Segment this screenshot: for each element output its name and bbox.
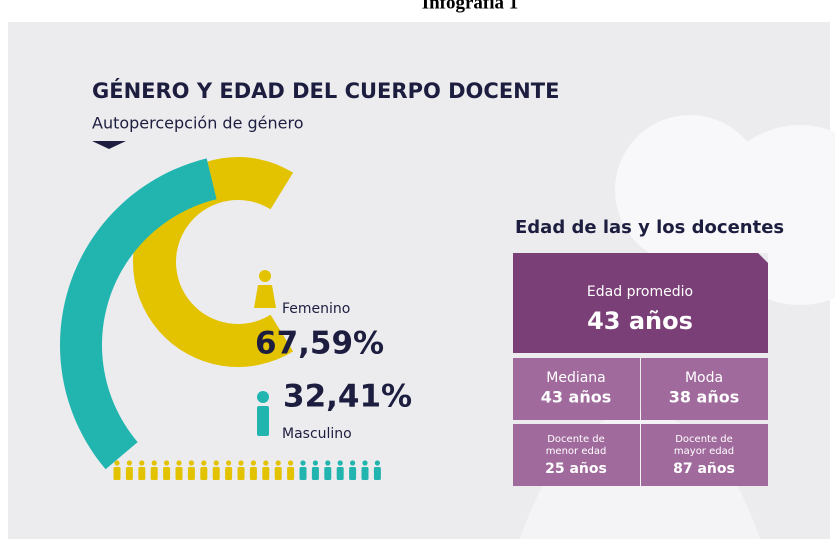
subtitle: Autopercepción de género bbox=[92, 114, 304, 133]
title: GÉNERO Y EDAD DEL CUERPO DOCENTE bbox=[92, 78, 559, 103]
cell-label: Docente de mayor edad bbox=[674, 434, 734, 457]
gender-label: Femenino bbox=[282, 301, 350, 317]
person-icon bbox=[287, 467, 295, 480]
age-cell bbox=[513, 424, 640, 486]
main-label: Edad promedio bbox=[587, 284, 693, 300]
person-icon bbox=[263, 460, 269, 466]
gender-value: 32,41% bbox=[283, 379, 412, 415]
person-icon bbox=[337, 460, 343, 466]
age-cell bbox=[641, 358, 768, 420]
person-icon bbox=[262, 467, 270, 480]
person-icon bbox=[374, 460, 380, 466]
person-icon bbox=[139, 460, 145, 466]
person-icon bbox=[200, 467, 208, 480]
person-icon bbox=[150, 467, 158, 480]
person-icon bbox=[300, 460, 306, 466]
person-icon bbox=[275, 460, 281, 466]
age-cell bbox=[513, 358, 640, 420]
person-icon bbox=[126, 460, 132, 466]
person-icon bbox=[151, 460, 157, 466]
person-icon bbox=[311, 467, 319, 480]
person-icon bbox=[125, 467, 133, 480]
age-heading: Edad de las y los docentes bbox=[515, 217, 784, 238]
cell-value: 25 años bbox=[545, 461, 607, 477]
cell-label: Moda bbox=[685, 370, 723, 386]
person-icon bbox=[237, 467, 245, 480]
person-icon bbox=[349, 467, 357, 480]
chevron bbox=[92, 141, 126, 149]
person-icon bbox=[249, 467, 257, 480]
person-icon bbox=[336, 467, 344, 480]
person-icon bbox=[225, 467, 233, 480]
main-box bbox=[513, 253, 768, 353]
person-icon bbox=[362, 460, 368, 466]
person-icon bbox=[201, 460, 207, 466]
person-icon bbox=[138, 467, 146, 480]
person-icon bbox=[226, 460, 232, 466]
person-icon bbox=[325, 460, 331, 466]
gender-arc bbox=[59, 158, 217, 470]
person-icon bbox=[299, 467, 307, 480]
cell-value: 87 años bbox=[673, 461, 735, 477]
person-icon bbox=[288, 460, 294, 466]
person-icon bbox=[175, 467, 183, 480]
person-icon bbox=[113, 467, 121, 480]
person-icon bbox=[250, 460, 256, 466]
cell-value: 43 años bbox=[541, 388, 612, 407]
person-icon bbox=[163, 467, 171, 480]
corner-fold bbox=[758, 253, 768, 263]
person-icon bbox=[213, 460, 219, 466]
male-icon bbox=[257, 391, 269, 436]
person-icon bbox=[212, 467, 220, 480]
person-icon bbox=[176, 460, 182, 466]
person-icon bbox=[187, 467, 195, 480]
person-icon bbox=[350, 460, 356, 466]
cell-value: 38 años bbox=[669, 388, 740, 407]
person-icon bbox=[114, 460, 120, 466]
female-icon bbox=[254, 270, 276, 308]
main-value: 43 años bbox=[587, 307, 693, 335]
cell-label: Docente de menor edad bbox=[546, 434, 607, 457]
person-icon bbox=[188, 460, 194, 466]
gender-value: 67,59% bbox=[255, 326, 384, 362]
age-cell bbox=[641, 424, 768, 486]
caption: Infografía 1 bbox=[422, 0, 519, 13]
person-icon bbox=[373, 467, 381, 480]
person-icon bbox=[238, 460, 244, 466]
person-icon bbox=[274, 467, 282, 480]
person-icon bbox=[312, 460, 318, 466]
gender-label: Masculino bbox=[282, 426, 352, 442]
person-icon bbox=[164, 460, 170, 466]
person-icon bbox=[361, 467, 369, 480]
person-icon bbox=[324, 467, 332, 480]
cell-label: Mediana bbox=[546, 370, 606, 386]
